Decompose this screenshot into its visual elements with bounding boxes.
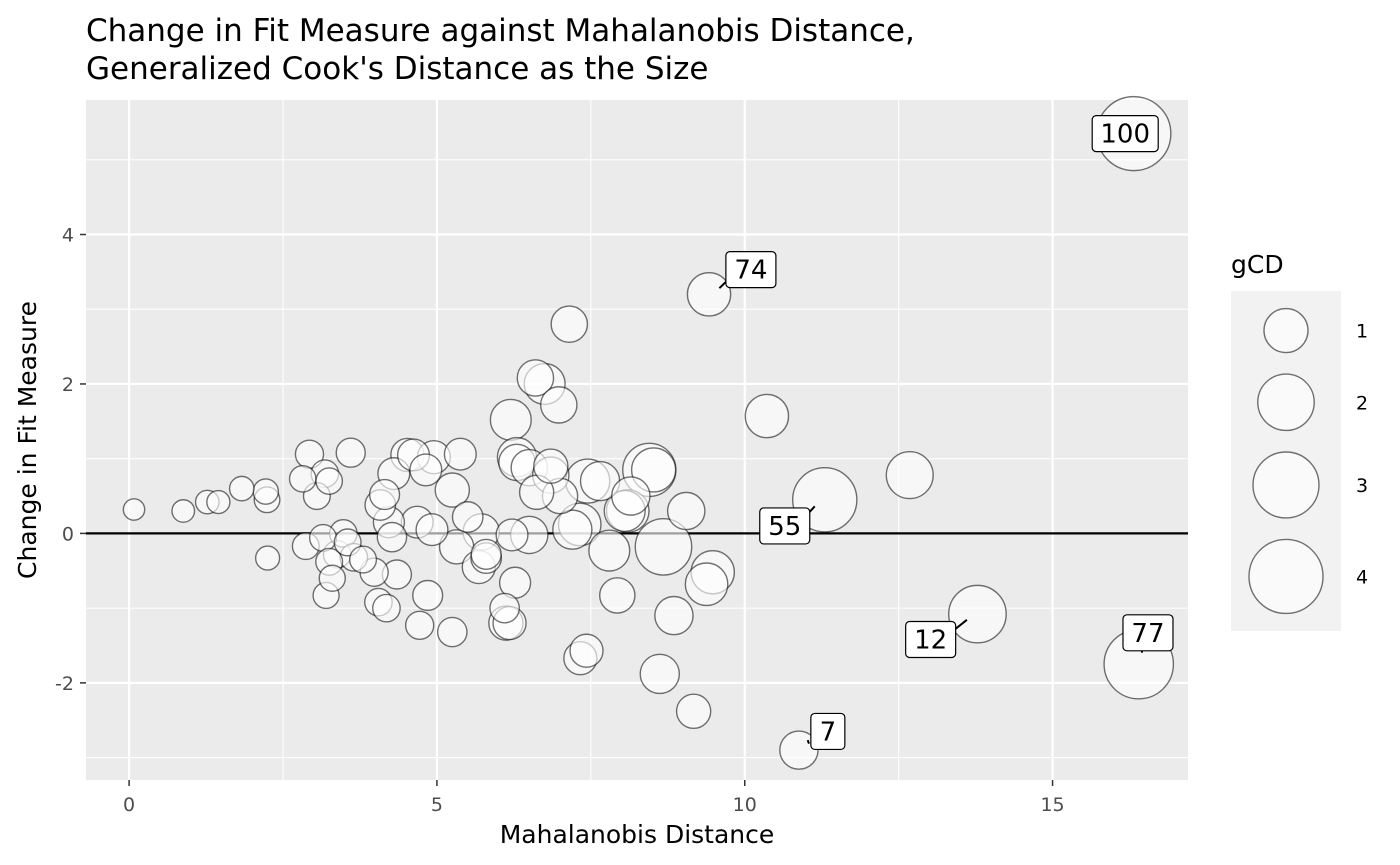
data-point: [495, 518, 529, 552]
point-label: 55: [768, 512, 801, 542]
data-point: [348, 545, 378, 574]
label-box: [725, 251, 777, 289]
label-box: [1091, 115, 1159, 153]
data-point: [412, 579, 444, 612]
x-tick-label: 10: [733, 794, 757, 816]
data-point: [470, 538, 502, 570]
label-segment: [806, 739, 810, 744]
data-point: [254, 545, 281, 571]
data-point: [654, 595, 694, 636]
data-point: [409, 453, 443, 487]
size-legend: 1 2 3 4: [1248, 307, 1368, 615]
y-tick-label: 0: [62, 523, 74, 545]
data-point: [404, 610, 435, 641]
label-box: [905, 620, 957, 659]
legend-key-circle: [1263, 307, 1309, 354]
data-point: [686, 271, 732, 317]
data-point: [552, 509, 593, 550]
x-axis-label: Mahalanobis Distance: [500, 820, 775, 849]
legend-key-label: 4: [1356, 566, 1368, 588]
point-label: 74: [734, 256, 767, 286]
data-point: [372, 593, 401, 623]
data-point: [415, 513, 449, 547]
data-point: [666, 491, 706, 531]
data-point: [611, 476, 651, 516]
data-point: [368, 478, 401, 511]
data-point: [443, 437, 477, 471]
data-point: [206, 489, 231, 515]
legend-key-label: 3: [1356, 475, 1368, 497]
y-tick-label: -2: [55, 673, 74, 695]
label-box: [810, 712, 846, 751]
data-point: [308, 523, 338, 552]
y-axis-label: Change in Fit Measure: [13, 301, 42, 579]
data-point: [288, 464, 317, 493]
data-point: [885, 450, 934, 500]
data-point: [436, 616, 468, 648]
legend-key-circle: [1257, 373, 1315, 432]
y-axis-ticks: -2 0 2 4: [55, 225, 86, 695]
point-label: 7: [820, 717, 837, 747]
legend-key-circle: [1252, 451, 1320, 519]
data-point: [489, 592, 520, 624]
x-axis-ticks: 0 5 10 15: [123, 780, 1065, 816]
y-tick-label: 2: [62, 374, 74, 396]
legend-key-circle: [1248, 538, 1324, 615]
chart-title-line-2: Generalized Cook's Distance as the Size: [86, 51, 708, 87]
data-point: [598, 577, 636, 614]
data-point: [451, 501, 484, 533]
legend-key-label: 2: [1356, 392, 1368, 414]
x-tick-label: 0: [123, 794, 135, 816]
data-point: [588, 529, 631, 572]
scatter-points: [122, 95, 1175, 770]
data-point: [122, 498, 146, 521]
data-point: [634, 517, 693, 576]
point-label: 100: [1100, 120, 1150, 150]
x-tick-label: 15: [1040, 794, 1064, 816]
label-box: [759, 507, 811, 545]
x-tick-label: 5: [431, 794, 443, 816]
data-point: [376, 521, 408, 553]
data-point: [550, 305, 589, 344]
data-point: [489, 398, 532, 441]
point-label: 12: [914, 626, 947, 656]
legend-key-label: 1: [1356, 321, 1368, 343]
point-label: 77: [1131, 619, 1164, 649]
data-point: [335, 437, 366, 468]
data-point: [675, 693, 712, 730]
data-point: [318, 564, 346, 592]
data-point: [639, 653, 681, 695]
data-point: [948, 584, 1007, 644]
data-point: [228, 475, 255, 502]
data-point: [569, 633, 604, 668]
data-point: [434, 472, 471, 508]
data-point: [744, 393, 790, 439]
data-point: [516, 359, 555, 397]
data-point: [533, 448, 569, 484]
plot-panel: [86, 100, 1188, 780]
chart-title-line-1: Change in Fit Measure against Mahalanobi…: [86, 13, 915, 49]
y-tick-label: 4: [62, 225, 74, 247]
data-point: [315, 467, 344, 495]
data-point: [539, 386, 578, 424]
legend-title: gCD: [1231, 250, 1284, 279]
data-point: [171, 499, 196, 523]
data-point: [252, 478, 280, 505]
data-point: [684, 562, 729, 607]
label-box: [1122, 614, 1174, 652]
